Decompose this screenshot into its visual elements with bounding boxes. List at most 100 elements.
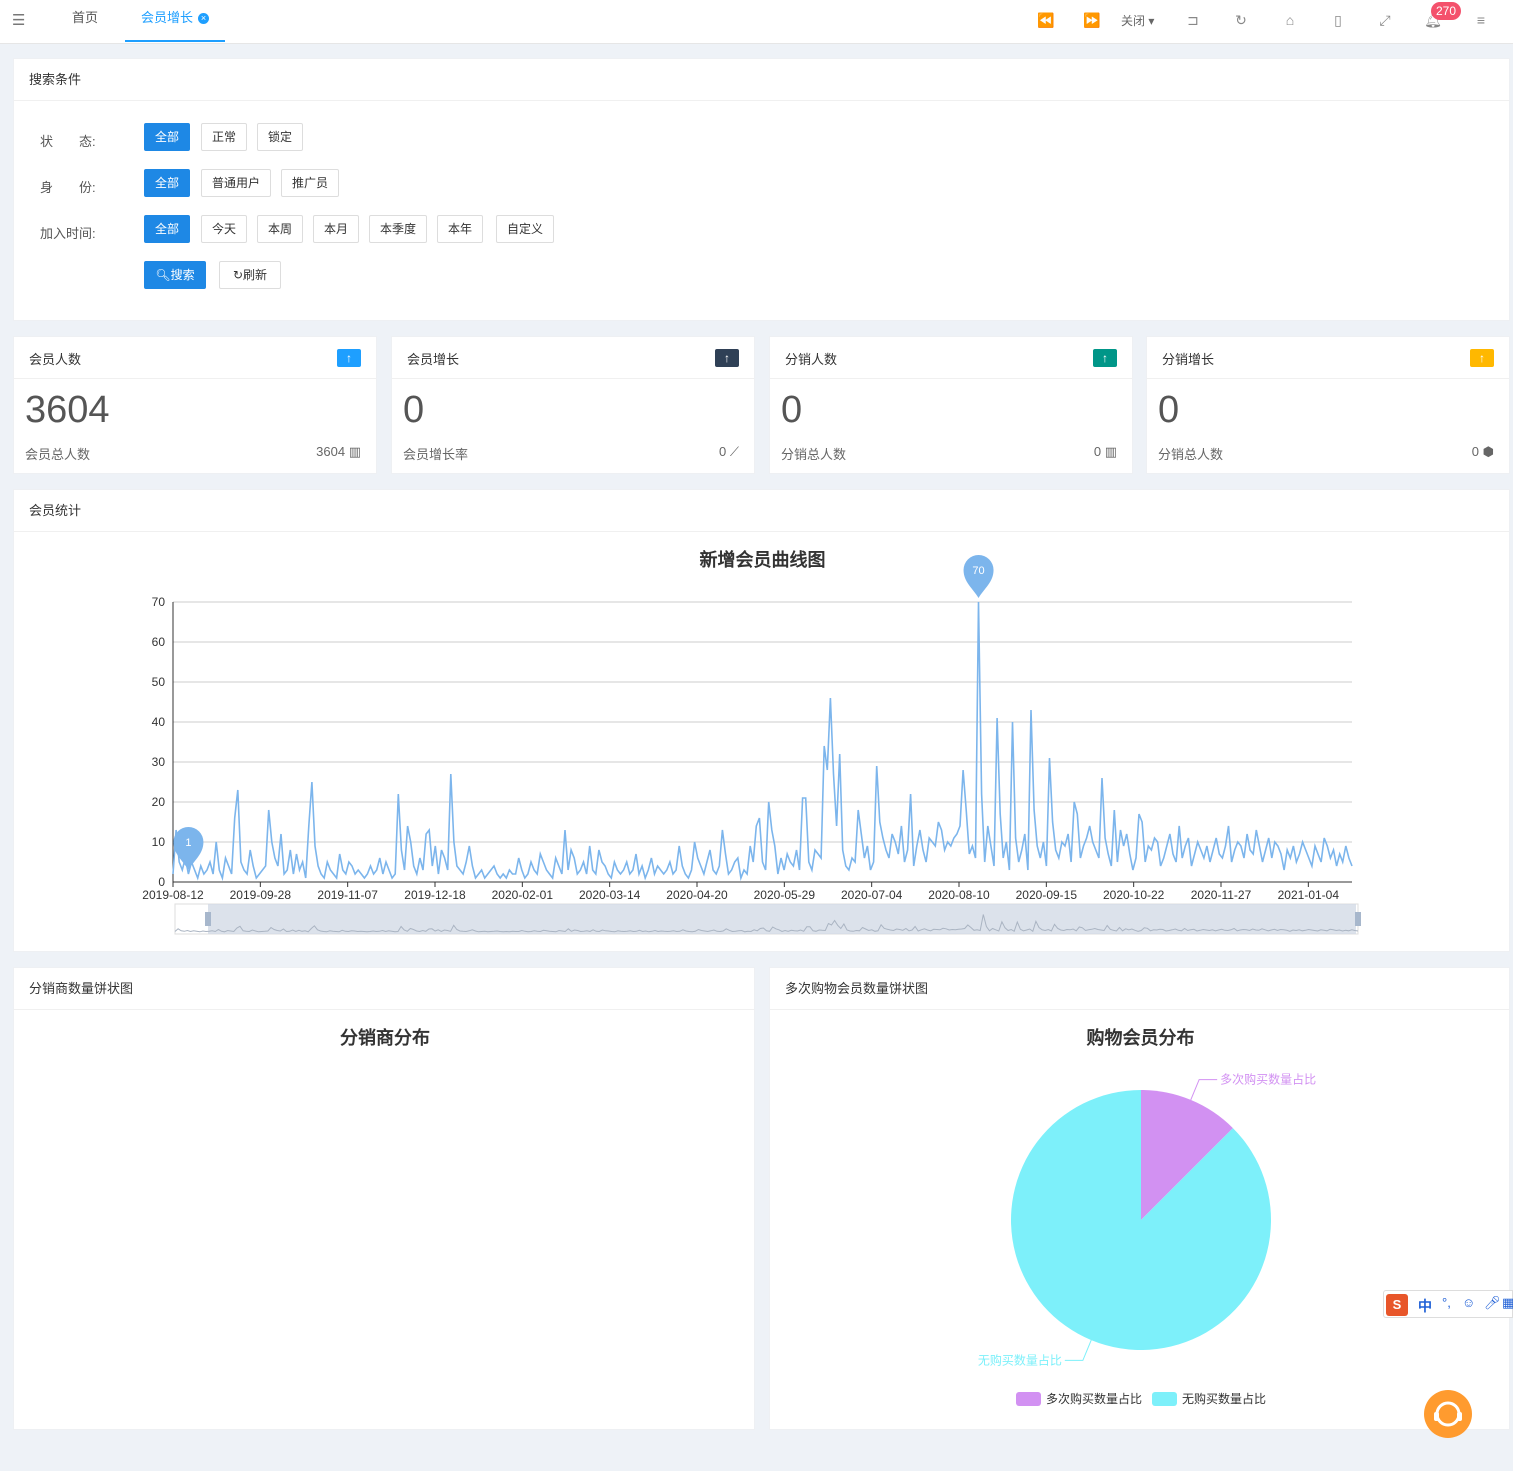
tab-label: 首页 bbox=[72, 10, 99, 25]
stat-card-distributor-growth: 分销增长 ↑ 0 分销总人数 0 ⬢ bbox=[1146, 336, 1510, 474]
search-panel: 搜索条件 状 态: 全部 正常 锁定 身 份: 全部 普通用户 推广员 加入时间… bbox=[13, 58, 1510, 321]
distributor-pie-title: 分销商数量饼状图 bbox=[14, 968, 754, 1010]
punctuation-icon[interactable]: °, bbox=[1442, 1295, 1451, 1310]
x-tick-label: 2020-02-01 bbox=[492, 888, 554, 902]
legend-swatch bbox=[1016, 1392, 1041, 1406]
legend-swatch bbox=[1152, 1392, 1177, 1406]
identity-regular-button[interactable]: 普通用户 bbox=[201, 169, 271, 197]
refresh-button[interactable]: ↻刷新 bbox=[219, 261, 281, 289]
stat-title: 会员人数 bbox=[29, 352, 82, 367]
bar-chart-icon: ▥ bbox=[1104, 444, 1117, 459]
x-tick-label: 2020-03-14 bbox=[579, 888, 641, 902]
join-month-button[interactable]: 本月 bbox=[313, 215, 359, 243]
join-quarter-button[interactable]: 本季度 bbox=[369, 215, 427, 243]
pie-label-line bbox=[1064, 1339, 1092, 1361]
menu-toggle-icon[interactable]: ☰ bbox=[12, 12, 26, 29]
distributor-chart-title: 分销商分布 bbox=[340, 1028, 430, 1048]
scroll-right-icon[interactable]: ⏩ bbox=[1083, 12, 1101, 28]
keyboard-icon[interactable]: ▦ bbox=[1502, 1295, 1513, 1310]
top-bar: ☰ 首页 会员增长 × ⏪ ⏩ 关闭 ▾ ⊐ ↻ ⌂ ▯ ⤢ 🔔︎ 270 ≡ bbox=[0, 0, 1513, 44]
member-stats-title: 会员统计 bbox=[14, 490, 1509, 532]
x-tick-label: 2019-11-07 bbox=[317, 888, 378, 902]
legend-label: 无购买数量占比 bbox=[1182, 1391, 1266, 1406]
legend-label: 多次购买数量占比 bbox=[1046, 1391, 1142, 1406]
max-marker: 70 bbox=[963, 555, 994, 598]
emoji-icon[interactable]: ☺ bbox=[1462, 1295, 1476, 1310]
search-button-label: 搜索 bbox=[170, 268, 195, 282]
divider bbox=[14, 378, 376, 379]
x-tick-label: 2019-09-28 bbox=[230, 888, 292, 902]
stat-value: 0 bbox=[781, 389, 803, 431]
y-tick-label: 0 bbox=[158, 875, 165, 889]
status-locked-button[interactable]: 锁定 bbox=[257, 123, 303, 151]
theme-icon[interactable]: ⌂ bbox=[1285, 12, 1295, 28]
stat-right: 0 ▥ bbox=[1094, 444, 1117, 460]
status-label: 状 态: bbox=[40, 134, 96, 149]
more-menu-icon[interactable]: ≡ bbox=[1476, 12, 1486, 28]
tab-member-growth[interactable]: 会员增长 × bbox=[125, 0, 225, 42]
stat-subtitle: 分销总人数 bbox=[1158, 447, 1224, 462]
y-tick-label: 10 bbox=[152, 835, 166, 849]
y-tick-label: 50 bbox=[152, 675, 166, 689]
support-chat-button[interactable] bbox=[1424, 1390, 1472, 1438]
marker-label: 70 bbox=[972, 565, 984, 577]
series-line bbox=[172, 601, 1353, 882]
fullscreen-icon[interactable]: ⤢ bbox=[1379, 12, 1391, 28]
y-tick-label: 20 bbox=[152, 795, 166, 809]
x-tick-label: 2021-01-04 bbox=[1278, 888, 1340, 902]
tab-home[interactable]: 首页 bbox=[72, 0, 98, 42]
close-tab-icon[interactable]: × bbox=[198, 13, 209, 24]
status-all-button[interactable]: 全部 bbox=[144, 123, 190, 151]
marker-label: 1 bbox=[185, 837, 191, 849]
caret-down-icon: ▾ bbox=[1148, 14, 1155, 28]
stat-right-value: 0 bbox=[1471, 444, 1480, 459]
stat-right-value: 0 bbox=[1093, 444, 1102, 459]
join-today-button[interactable]: 今天 bbox=[201, 215, 247, 243]
join-custom-button[interactable]: 自定义 bbox=[496, 215, 554, 243]
close-label: 关闭 bbox=[1121, 14, 1146, 28]
y-tick-label: 30 bbox=[152, 755, 166, 769]
identity-promoter-button[interactable]: 推广员 bbox=[281, 169, 339, 197]
stat-right: 0 ⟋ bbox=[719, 444, 739, 460]
search-button[interactable]: 🔍︎搜索 bbox=[144, 261, 206, 289]
arrow-up-icon: ↑ bbox=[1470, 349, 1494, 367]
y-tick-label: 60 bbox=[152, 635, 166, 649]
ime-toolbar[interactable]: S 中 °, ☺ 🎤︎ ▦ bbox=[1383, 1290, 1513, 1318]
join-all-button[interactable]: 全部 bbox=[144, 215, 190, 243]
refresh-icon[interactable]: ↻ bbox=[1235, 12, 1247, 28]
sogou-logo-icon: S bbox=[1386, 1294, 1408, 1316]
shopping-pie-panel: 多次购物会员数量饼状图 购物会员分布 多次购买数量占比 无购买数量占比 多次购买数量… bbox=[769, 967, 1510, 1430]
x-tick-label: 2020-07-04 bbox=[841, 888, 903, 902]
close-dropdown[interactable]: 关闭 ▾ bbox=[1121, 12, 1154, 29]
return-icon[interactable]: ⊐ bbox=[1187, 12, 1199, 28]
ime-lang[interactable]: 中 bbox=[1418, 1298, 1432, 1314]
join-year-button[interactable]: 本年 bbox=[437, 215, 483, 243]
stat-right: 0 ⬢ bbox=[1472, 444, 1494, 460]
identity-label: 身 份: bbox=[40, 180, 96, 195]
divider bbox=[392, 378, 754, 379]
x-tick-label: 2020-11-27 bbox=[1191, 888, 1252, 902]
member-stats-panel: 会员统计 新增会员曲线图 0 10 20 30 40 50 60 70 2019-08-12 20… bbox=[13, 489, 1510, 952]
stat-subtitle: 会员增长率 bbox=[403, 447, 469, 462]
arrow-up-icon: ↑ bbox=[337, 349, 361, 367]
stat-right: 3604 ▥ bbox=[316, 444, 361, 460]
shopping-pie-title: 多次购物会员数量饼状图 bbox=[770, 968, 1509, 1010]
x-tick-label: 2020-04-20 bbox=[666, 888, 728, 902]
marker-pin bbox=[963, 555, 994, 598]
line-chart-icon: ⟋ bbox=[729, 444, 739, 459]
mic-icon[interactable]: 🎤︎ bbox=[1484, 1295, 1501, 1310]
x-tick-label: 2020-08-10 bbox=[928, 888, 990, 902]
pie-label: 无购买数量占比 bbox=[978, 1352, 1062, 1367]
divider bbox=[770, 378, 1132, 379]
pie-slice bbox=[1141, 1090, 1233, 1220]
stat-subtitle: 会员总人数 bbox=[25, 447, 91, 462]
stat-subtitle: 分销总人数 bbox=[781, 447, 847, 462]
scroll-left-icon[interactable]: ⏪ bbox=[1037, 12, 1055, 28]
identity-all-button[interactable]: 全部 bbox=[144, 169, 190, 197]
status-normal-button[interactable]: 正常 bbox=[201, 123, 247, 151]
join-week-button[interactable]: 本周 bbox=[257, 215, 303, 243]
search-icon: 🔍︎ bbox=[155, 268, 171, 282]
bar-chart-icon: ▥ bbox=[348, 444, 361, 459]
mobile-icon[interactable]: ▯ bbox=[1334, 12, 1342, 28]
